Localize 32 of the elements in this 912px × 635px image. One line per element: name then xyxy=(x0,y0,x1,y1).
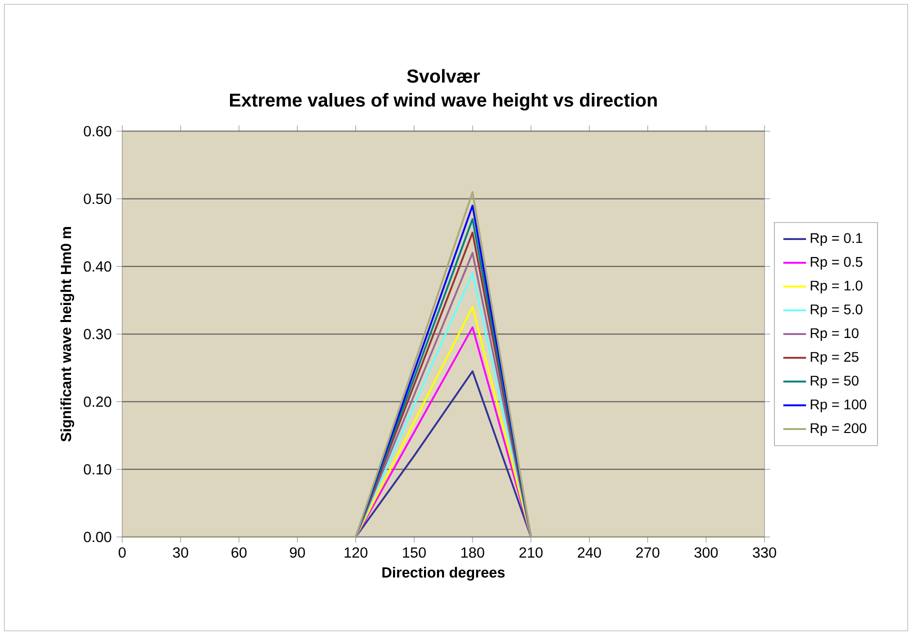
x-tick-label: 90 xyxy=(290,547,305,558)
y-tick-label: 0.30 xyxy=(84,328,112,340)
x-tick-label: 30 xyxy=(173,547,188,558)
chart-subtitle: Extreme values of wind wave height vs direction xyxy=(230,92,657,110)
y-tick-label: 0.40 xyxy=(84,261,112,272)
y-tick-label: 0.50 xyxy=(84,194,112,204)
x-tick-label: 270 xyxy=(636,547,660,558)
legend-label: Rp = 200 xyxy=(810,423,866,436)
x-axis-title: Direction degrees xyxy=(382,566,505,581)
x-tick-label: 150 xyxy=(403,547,426,558)
y-axis-title: Significant wave height Hm0 m xyxy=(60,226,74,442)
chart-title: Svolvær xyxy=(407,68,480,83)
x-tick-label: 240 xyxy=(578,547,601,558)
y-tick-label: 0.00 xyxy=(84,532,112,542)
legend-label: Rp = 5.0 xyxy=(810,304,862,318)
legend-label: Rp = 0.5 xyxy=(810,256,862,270)
x-tick-label: 180 xyxy=(461,547,484,558)
legend-label: Rp = 100 xyxy=(810,399,866,412)
legend-label: Rp = 25 xyxy=(810,352,858,365)
legend-label: Rp = 0.1 xyxy=(810,233,862,246)
x-tick-label: 330 xyxy=(752,547,776,558)
legend-label: Rp = 1.0 xyxy=(810,280,862,294)
y-tick-label: 0.60 xyxy=(84,126,112,136)
x-tick-label: 300 xyxy=(694,547,718,558)
y-tick-label: 0.20 xyxy=(84,396,112,407)
legend-label: Rp = 10 xyxy=(810,328,858,341)
x-tick-label: 120 xyxy=(344,547,368,558)
x-tick-label: 210 xyxy=(519,547,543,558)
y-tick-label: 0.10 xyxy=(84,464,112,474)
legend-label: Rp = 50 xyxy=(810,376,858,388)
x-tick-label: 60 xyxy=(232,547,247,558)
x-tick-label: 0 xyxy=(118,547,126,558)
